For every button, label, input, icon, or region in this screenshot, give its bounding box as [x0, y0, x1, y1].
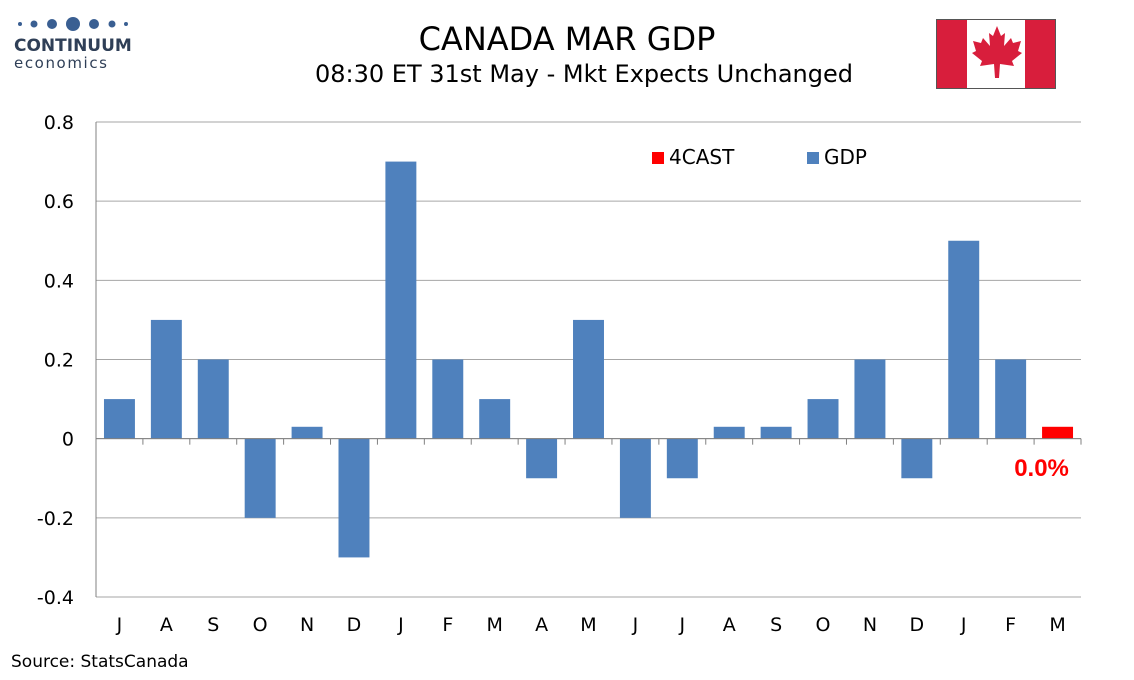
x-tick-label: S [770, 614, 782, 636]
canada-flag-icon [936, 19, 1056, 89]
gdp-bar [948, 240, 980, 439]
gdp-bar [901, 438, 933, 479]
brand-logo: CONTINUUM economics [14, 14, 134, 72]
x-tick-label: J [397, 614, 404, 636]
gdp-bar [526, 438, 558, 479]
x-tick-label: A [160, 614, 173, 636]
source-note: Source: StatsCanada [11, 652, 189, 672]
logo-dots-icon [14, 14, 134, 34]
x-tick-label: M [580, 614, 596, 636]
gdp-bar [573, 319, 604, 439]
legend-swatch [807, 152, 819, 164]
x-tick-label: D [910, 614, 925, 636]
gdp-bar [807, 399, 839, 439]
y-tick-label: 0 [62, 429, 74, 451]
gdp-bar [619, 438, 651, 518]
gdp-bar [197, 359, 229, 439]
x-tick-label: F [442, 614, 453, 636]
y-tick-label: 0.4 [44, 270, 74, 292]
x-tick-label: J [679, 614, 686, 636]
x-tick-label: M [1049, 614, 1065, 636]
x-tick-label: A [723, 614, 736, 636]
y-tick-label: -0.4 [37, 587, 74, 609]
x-tick-label: O [253, 614, 268, 636]
gdp-bar [995, 359, 1027, 439]
x-tick-label: M [486, 614, 502, 636]
gdp-bar [338, 438, 370, 558]
x-tick-label: N [300, 614, 314, 636]
x-tick-label: J [632, 614, 639, 636]
y-tick-label: 0.6 [44, 191, 74, 213]
gdp-bar [666, 438, 698, 479]
x-tick-label: A [535, 614, 548, 636]
gdp-bar [854, 359, 886, 439]
gdp-bar [150, 319, 182, 439]
legend-swatch [652, 152, 664, 164]
maple-leaf-icon [972, 26, 1022, 78]
legend-label: GDP [824, 145, 867, 169]
gdp-bar [713, 426, 745, 439]
gdp-bar [385, 161, 417, 439]
y-tick-label: 0.8 [44, 112, 74, 134]
legend-label: 4CAST [669, 145, 735, 169]
x-tick-label: J [116, 614, 123, 636]
forecast-bar [1042, 426, 1074, 439]
y-tick-label: -0.2 [37, 508, 74, 530]
gdp-bar [432, 359, 464, 439]
x-tick-label: D [347, 614, 362, 636]
gdp-bar [244, 438, 276, 518]
gdp-bar [760, 426, 792, 439]
y-tick-label: 0.2 [44, 350, 74, 372]
gdp-bar [479, 399, 511, 439]
chart-subtitle: 08:30 ET 31st May - Mkt Expects Unchange… [315, 60, 853, 88]
gdp-bar [291, 426, 323, 439]
x-tick-label: J [960, 614, 967, 636]
chart-title: CANADA MAR GDP [418, 20, 716, 58]
brand-name: CONTINUUM [14, 36, 132, 56]
brand-sub: economics [14, 54, 109, 72]
x-tick-label: F [1005, 614, 1016, 636]
x-tick-label: O [816, 614, 831, 636]
forecast-annotation: 0.0% [1014, 455, 1069, 482]
gdp-bar [103, 399, 135, 439]
x-tick-label: S [207, 614, 219, 636]
x-tick-label: N [863, 614, 877, 636]
